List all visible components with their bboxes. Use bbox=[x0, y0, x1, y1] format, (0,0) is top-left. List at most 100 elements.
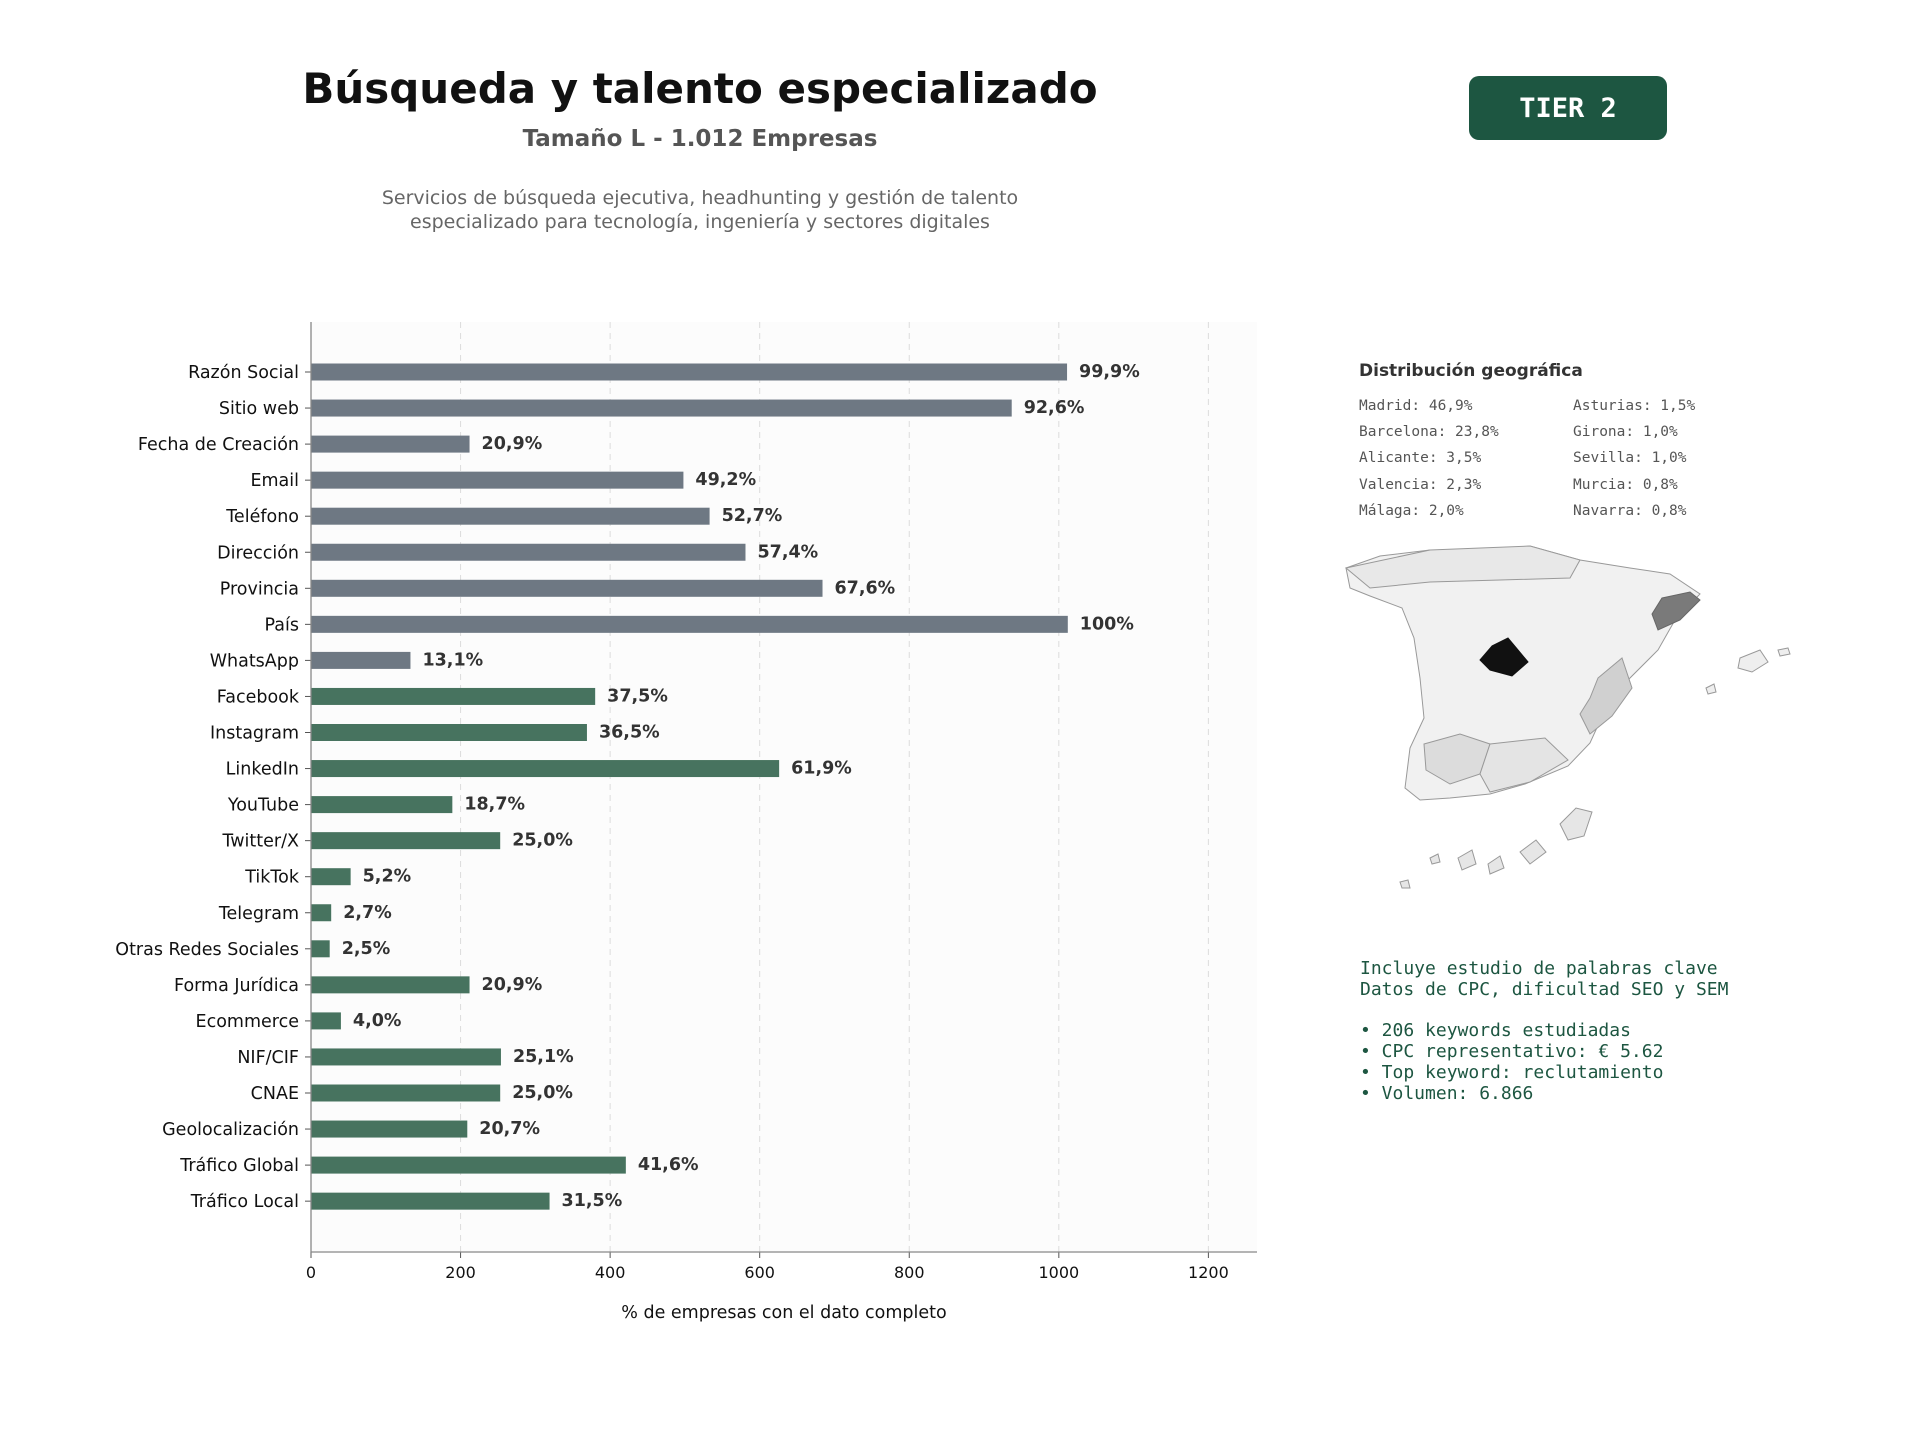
category-label: Telegram bbox=[218, 904, 299, 924]
bar bbox=[311, 868, 351, 886]
keywords-line-2: Datos de CPC, dificultad SEO y SEM bbox=[1360, 979, 1729, 1000]
data-label: 67,6% bbox=[835, 578, 896, 598]
category-label: YouTube bbox=[227, 796, 299, 816]
geo-item: Navarra: 0,8% bbox=[1573, 502, 1687, 519]
category-label: Ecommerce bbox=[196, 1012, 299, 1032]
category-label: Tráfico Local bbox=[190, 1192, 299, 1212]
region-baleares-menorca bbox=[1777, 647, 1791, 657]
keyword-bullet: • 206 keywords estudiadas bbox=[1360, 1020, 1631, 1041]
keyword-bullet: • Volumen: 6.866 bbox=[1360, 1083, 1534, 1104]
geo-item: Asturias: 1,5% bbox=[1573, 398, 1696, 414]
region-madrid bbox=[1479, 637, 1529, 677]
category-label: TikTok bbox=[244, 868, 300, 888]
bar bbox=[311, 1048, 501, 1066]
data-label: 2,7% bbox=[343, 903, 392, 923]
mainland bbox=[1344, 545, 1791, 801]
bar bbox=[311, 687, 596, 705]
geo-right-column: Asturias: 1,5% Girona: 1,0% Sevilla: 1,0% M… bbox=[1573, 398, 1695, 529]
bar bbox=[311, 579, 823, 597]
bar bbox=[311, 471, 684, 489]
data-label: 41,6% bbox=[638, 1155, 699, 1175]
description-line-1: Servicios de búsqueda ejecutiva, headhun… bbox=[381, 187, 1019, 209]
data-label: 57,4% bbox=[757, 542, 818, 562]
x-tick-label: 600 bbox=[744, 1263, 775, 1282]
geo-title: Distribución geográfica bbox=[1359, 361, 1583, 381]
category-label: Dirección bbox=[217, 543, 299, 563]
bar bbox=[311, 760, 780, 778]
bar bbox=[311, 796, 453, 814]
bar bbox=[311, 724, 587, 741]
data-label: 5,2% bbox=[363, 867, 412, 887]
data-label: 52,7% bbox=[722, 506, 783, 526]
bar-chart: 0 200 400 600 800 1000 1200 Razón Social 99,9% Si… bbox=[115, 322, 1257, 1323]
bar bbox=[311, 507, 710, 525]
data-label: 49,2% bbox=[695, 470, 756, 490]
category-label: Twitter/X bbox=[221, 832, 299, 852]
bar bbox=[311, 904, 332, 922]
category-label: Instagram bbox=[210, 724, 299, 744]
category-label: Otras Redes Sociales bbox=[115, 940, 299, 960]
page-description: Servicios de búsqueda ejecutiva, headhun… bbox=[0, 186, 1400, 234]
bar bbox=[311, 1012, 341, 1030]
geo-item: Valencia: 2,3% bbox=[1359, 476, 1482, 493]
region-baleares-mallorca bbox=[1737, 649, 1769, 673]
geo-item: Murcia: 0,8% bbox=[1573, 476, 1678, 493]
x-tick-label: 1200 bbox=[1188, 1263, 1229, 1282]
category-label: CNAE bbox=[251, 1084, 299, 1104]
page-title: Búsqueda y talento especializado bbox=[302, 64, 1098, 113]
region-catalunya bbox=[1651, 591, 1701, 631]
category-label: Teléfono bbox=[225, 507, 299, 527]
bar bbox=[311, 1084, 501, 1102]
bar bbox=[311, 976, 470, 994]
x-tick-label: 400 bbox=[595, 1263, 626, 1282]
bar bbox=[311, 832, 501, 850]
keyword-bullet: • Top keyword: reclutamiento bbox=[1360, 1062, 1664, 1083]
data-label: 20,7% bbox=[479, 1119, 540, 1139]
geo-item: Barcelona: 23,8% bbox=[1359, 424, 1499, 441]
category-label: Geolocalización bbox=[162, 1120, 299, 1140]
data-label: 61,9% bbox=[791, 759, 852, 779]
plot-area bbox=[311, 322, 1257, 1252]
category-label: LinkedIn bbox=[226, 760, 299, 780]
x-axis-label: % de empresas con el dato completo bbox=[621, 1303, 946, 1323]
data-label: 2,5% bbox=[342, 939, 391, 959]
tier-badge: TIER 2 bbox=[1469, 76, 1667, 140]
page-subtitle: Tamaño L - 1.012 Empresas bbox=[522, 126, 878, 152]
geo-item: Madrid: 46,9% bbox=[1359, 398, 1473, 414]
x-tick-label: 200 bbox=[445, 1263, 476, 1282]
keywords-panel: Incluye estudio de palabras clave Datos … bbox=[1360, 958, 1728, 1104]
bar bbox=[311, 399, 1012, 417]
bar bbox=[311, 1192, 550, 1210]
data-label: 25,0% bbox=[512, 1083, 573, 1103]
geo-item: Sevilla: 1,0% bbox=[1573, 450, 1687, 467]
x-tick-label: 0 bbox=[306, 1263, 316, 1282]
bar bbox=[311, 543, 746, 561]
category-label: País bbox=[265, 615, 299, 635]
data-label: 18,7% bbox=[464, 795, 525, 815]
bar bbox=[311, 363, 1068, 381]
category-label: NIF/CIF bbox=[237, 1048, 299, 1068]
keyword-bullet: • CPC representativo: € 5.62 bbox=[1360, 1041, 1664, 1062]
category-label: Facebook bbox=[217, 687, 300, 707]
bar bbox=[311, 1120, 468, 1138]
geo-item: Girona: 1,0% bbox=[1573, 424, 1678, 441]
data-label: 92,6% bbox=[1024, 398, 1085, 418]
data-label: 25,1% bbox=[513, 1047, 574, 1067]
region-andalucia-east bbox=[1479, 737, 1569, 793]
category-label: WhatsApp bbox=[210, 651, 299, 671]
description-line-2: especializado para tecnología, ingenierí… bbox=[410, 211, 990, 233]
x-tick-label: 800 bbox=[894, 1263, 925, 1282]
category-label: Tráfico Global bbox=[179, 1156, 299, 1176]
bar bbox=[311, 435, 470, 453]
data-label: 20,9% bbox=[482, 434, 543, 454]
region-valencia bbox=[1579, 657, 1633, 735]
category-label: Sitio web bbox=[219, 399, 299, 419]
geo-item: Alicante: 3,5% bbox=[1359, 450, 1482, 467]
category-label: Provincia bbox=[220, 579, 299, 599]
category-label: Forma Jurídica bbox=[174, 976, 299, 996]
data-label: 37,5% bbox=[607, 686, 668, 706]
data-label: 20,9% bbox=[482, 975, 543, 995]
bar bbox=[311, 615, 1068, 633]
spain-map bbox=[1344, 545, 1791, 889]
category-label: Razón Social bbox=[188, 363, 299, 383]
